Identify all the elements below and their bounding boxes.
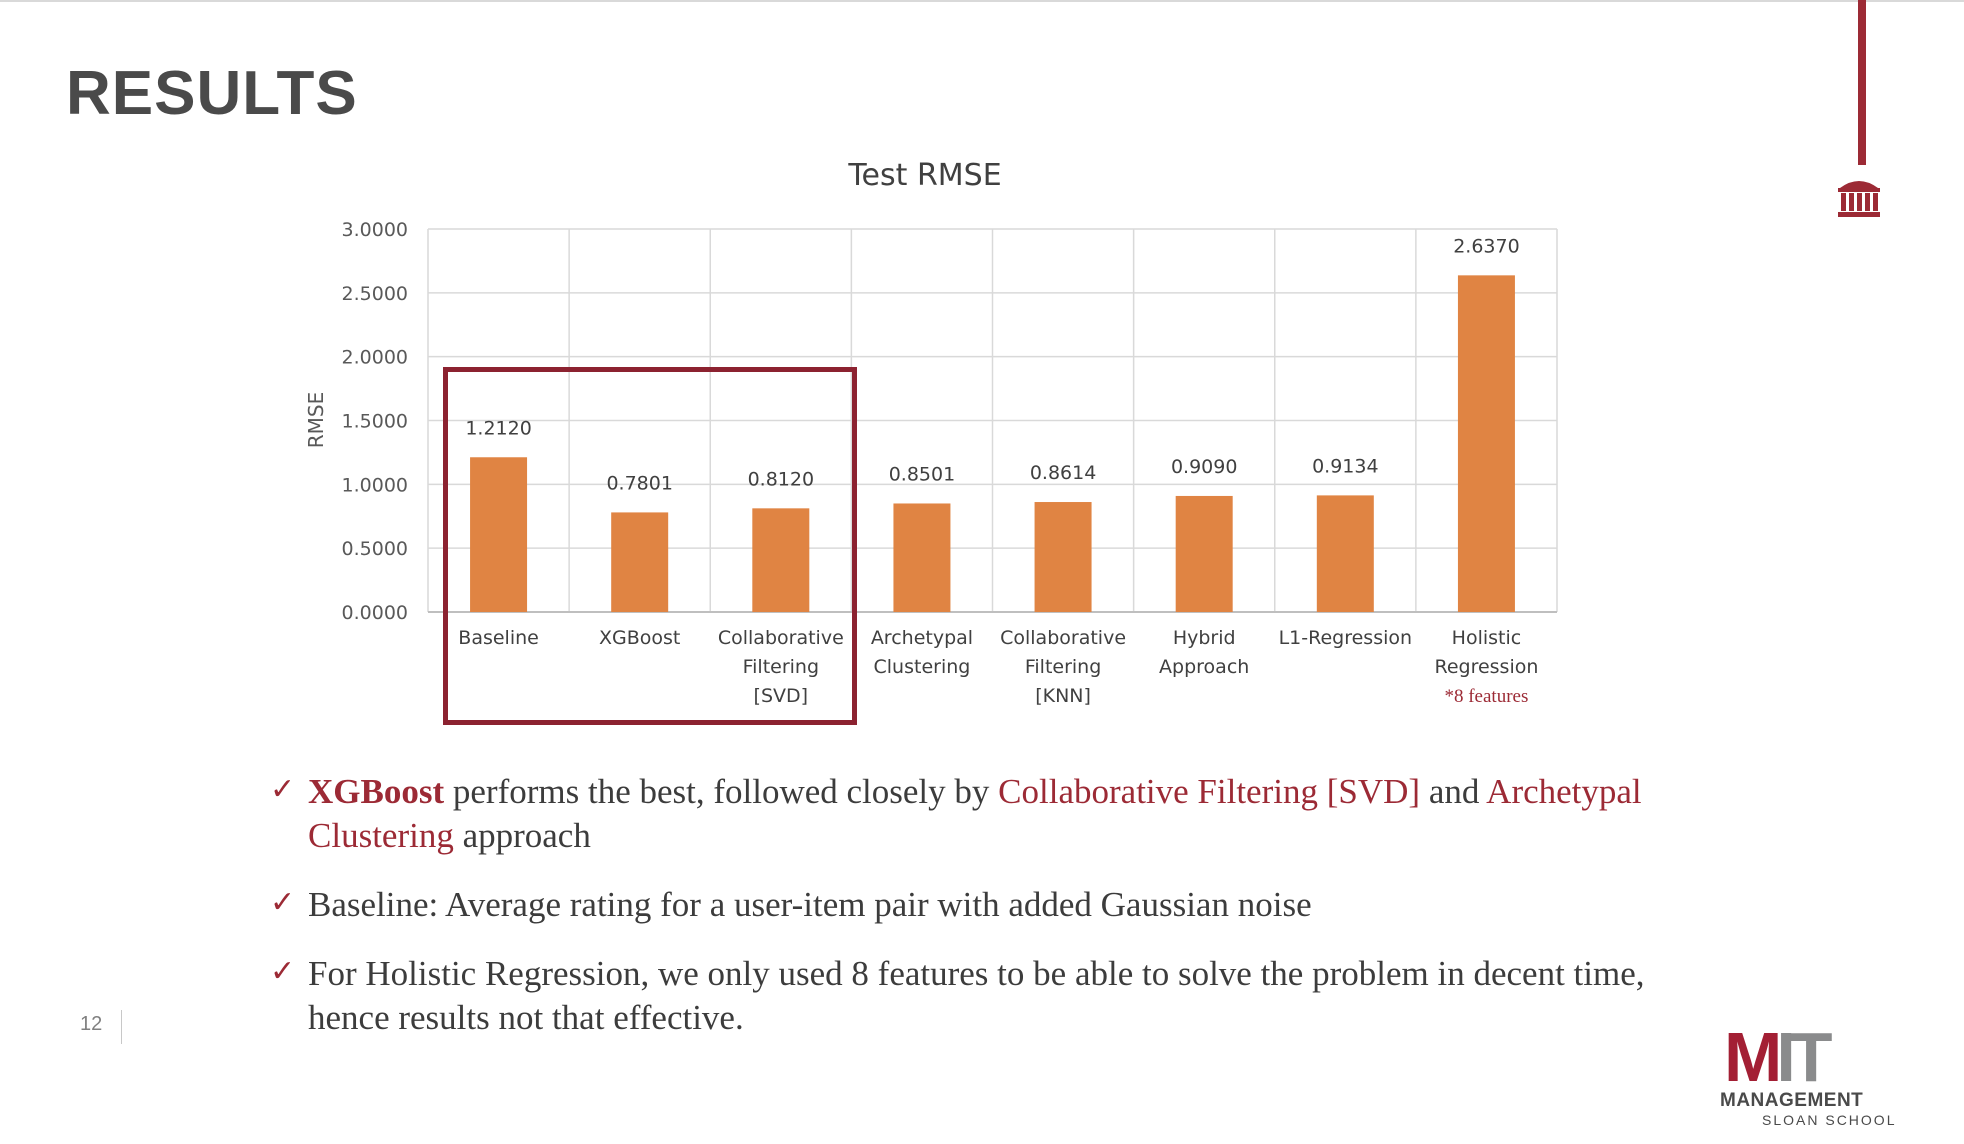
category-label: L1-Regression	[1279, 627, 1412, 649]
bar-layer	[470, 275, 1515, 612]
category-label: Hybrid	[1173, 627, 1236, 649]
bullet-emphasis: Archetypal Clustering	[308, 772, 1642, 855]
bullet-text: For Holistic Regression, we only used 8 …	[308, 954, 1645, 1037]
category-label: Filtering	[743, 656, 819, 678]
category-label: Collaborative	[718, 627, 844, 649]
category-label: Filtering	[1025, 656, 1101, 678]
page-number: 12	[80, 1013, 103, 1035]
category-label: Baseline	[458, 627, 539, 649]
y-tick-label: 0.5000	[342, 538, 408, 560]
bar	[1175, 495, 1233, 612]
y-tick-label: 1.5000	[342, 411, 408, 433]
category-label: [SVD]	[754, 685, 809, 707]
y-tick-label: 1.0000	[342, 474, 408, 496]
category-label: [KNN]	[1035, 685, 1091, 707]
category-label: Approach	[1159, 656, 1249, 678]
logo-sloan-school: SLOAN SCHOOL	[1762, 1112, 1897, 1128]
chart-title: Test RMSE	[847, 158, 1001, 193]
data-label: 0.7801	[606, 472, 672, 494]
bar	[752, 508, 810, 612]
checkmark-icon: ✓	[270, 954, 296, 989]
bullet-item: ✓ For Holistic Regression, we only used …	[270, 952, 1670, 1040]
bullet-emphasis: Collaborative Filtering [SVD]	[998, 772, 1421, 811]
category-label: Archetypal	[871, 627, 973, 649]
bullet-text: performs the best, followed closely by	[444, 772, 999, 811]
bullet-text: approach	[453, 816, 591, 855]
logo-mit-mark: MIT	[1724, 1022, 1833, 1092]
bullet-text: Baseline: Average rating for a user-item…	[308, 885, 1312, 924]
bullet-emphasis: XGBoost	[308, 772, 445, 811]
logo-it-letters: IT	[1776, 1018, 1832, 1096]
category-label: Regression	[1434, 656, 1538, 678]
dome-line	[1858, 0, 1866, 165]
bullet-text: and	[1420, 772, 1487, 811]
data-label: 1.2120	[465, 417, 531, 439]
label-layer: 0.0000 0.5000 1.0000 1.5000 2.0000 2.5000 3.00…	[342, 219, 1539, 707]
dome-building-icon	[1838, 181, 1880, 217]
data-label: 0.9134	[1312, 455, 1378, 477]
data-label: 0.9090	[1171, 456, 1237, 478]
y-tick-label: 0.0000	[342, 602, 408, 624]
y-tick-label: 3.0000	[342, 219, 408, 241]
category-label: Holistic	[1452, 627, 1522, 649]
bar	[1316, 495, 1374, 612]
category-label: Clustering	[874, 656, 971, 678]
top-rule	[0, 0, 1964, 2]
category-label: XGBoost	[599, 627, 680, 649]
checkmark-icon: ✓	[270, 772, 296, 807]
y-tick-label: 2.0000	[342, 347, 408, 369]
mit-sloan-logo: MIT MANAGEMENT SLOAN SCHOOL	[1718, 1022, 1894, 1128]
data-label: 0.8501	[889, 463, 955, 485]
bar	[1034, 502, 1092, 612]
bullet-list: ✓ XGBoost performs the best, followed cl…	[270, 770, 1670, 1065]
slide-title: RESULTS	[66, 59, 358, 128]
checkmark-icon: ✓	[270, 885, 296, 920]
category-label: Collaborative	[1000, 627, 1126, 649]
bar	[470, 457, 528, 612]
logo-management: MANAGEMENT	[1720, 1090, 1864, 1111]
data-label: 2.6370	[1453, 235, 1519, 257]
page-number-divider	[121, 1010, 122, 1044]
highlight-box	[443, 367, 857, 725]
y-tick-label: 2.5000	[342, 283, 408, 305]
rmse-bar-chart: Test RMSE RMSE 0.0000 0.5000 1.0000 1.5000 2…	[304, 158, 1558, 707]
bullet-item: ✓ XGBoost performs the best, followed cl…	[270, 770, 1670, 858]
data-label: 0.8120	[748, 468, 814, 490]
bullet-item: ✓ Baseline: Average rating for a user-it…	[270, 883, 1670, 927]
annotation-label: *8 features	[1444, 686, 1528, 707]
bar	[893, 503, 951, 612]
y-axis-label: RMSE	[304, 392, 328, 448]
logo-m-letter: M	[1724, 1018, 1782, 1096]
bar	[611, 512, 669, 612]
data-label: 0.8614	[1030, 462, 1096, 484]
bar	[1457, 275, 1515, 612]
